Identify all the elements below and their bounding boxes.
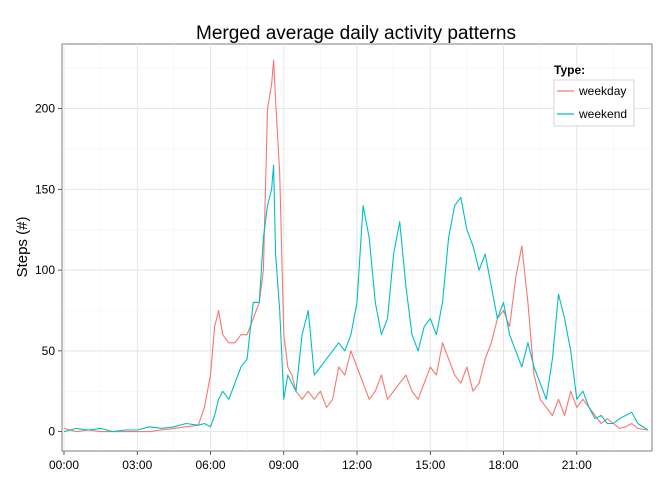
x-tick-label: 12:00 [342, 458, 372, 472]
y-tick-label: 50 [42, 344, 56, 358]
y-tick-label: 150 [35, 182, 55, 196]
legend-title: Type: [554, 63, 585, 77]
legend-label-weekday: weekday [578, 84, 626, 98]
x-tick-label: 15:00 [415, 458, 445, 472]
y-tick-label: 100 [35, 263, 55, 277]
x-tick-label: 06:00 [195, 458, 225, 472]
legend-label-weekend: weekend [578, 107, 627, 121]
y-axis-label: Steps (#) [14, 217, 31, 278]
y-tick-label: 200 [35, 102, 55, 116]
x-tick-label: 18:00 [489, 458, 519, 472]
x-tick-label: 09:00 [269, 458, 299, 472]
x-tick-label: 00:00 [49, 458, 79, 472]
legend: Type: weekday weekend [553, 63, 635, 127]
x-tick-label: 03:00 [122, 458, 152, 472]
y-axis: 0 50 100 150 200 [35, 102, 62, 439]
legend-box [553, 79, 635, 127]
series-line-weekend [63, 164, 649, 433]
chart-title: Merged average daily activity patterns [196, 23, 516, 44]
series-layer [63, 59, 649, 433]
y-tick-label: 0 [48, 425, 55, 439]
x-tick-label: 21:00 [562, 458, 592, 472]
series-line-weekday [63, 59, 649, 433]
x-axis: 00:00 03:00 06:00 09:00 12:00 15:00 18:00 21:00 [49, 451, 592, 472]
grid [62, 44, 652, 451]
